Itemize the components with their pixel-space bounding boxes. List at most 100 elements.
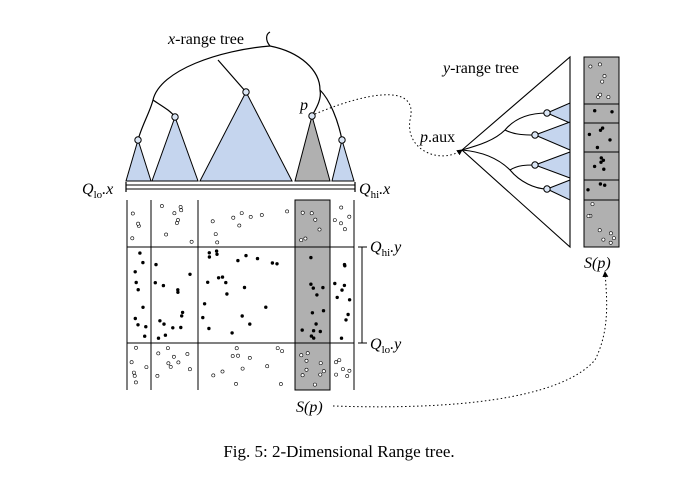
point-in-range [593,109,597,113]
point-in-range [214,249,219,253]
point-out-of-range [345,374,350,378]
point-out-of-range [231,215,236,220]
point-out-of-range [347,214,352,219]
y-range-tree: y-range tree p.aux [419,55,571,249]
point-out-of-range [174,221,179,225]
point-in-range [592,164,597,169]
point-out-of-range [600,79,605,84]
s-p-right-label: S(p) [584,255,611,272]
point-in-range [163,333,168,337]
point-out-of-range [339,221,343,226]
point-in-range [207,255,212,259]
point-in-range [220,275,225,279]
point-out-of-range [608,240,613,245]
point-out-of-range [303,236,308,241]
point-in-range [162,322,166,326]
point-out-of-range [213,232,218,237]
point-out-of-range [285,209,290,214]
y-subtree-triangle [545,179,571,201]
point-out-of-range [165,346,170,351]
point-out-of-range [300,373,305,378]
point-in-range [599,160,603,164]
point-out-of-range [606,95,611,100]
point-out-of-range [185,352,190,356]
y-tree-node [531,131,539,139]
point-out-of-range [321,369,326,374]
y-tree-node [543,109,551,117]
point-in-range [141,305,145,309]
point-in-range [602,167,606,171]
point-in-range [598,182,603,186]
point-out-of-range [347,368,352,373]
point-out-of-range [133,380,138,385]
figure-caption: Fig. 5: 2-Dimensional Range tree. [223,442,454,461]
point-in-range [136,323,140,327]
point-out-of-range [334,372,339,377]
point-in-range [244,253,248,258]
q-hi-x-label: Qhi.x [359,181,390,201]
point-out-of-range [597,228,602,233]
point-in-range [206,280,210,284]
point-out-of-range [278,382,283,386]
point-out-of-range [265,364,270,369]
y-tree-outline [461,55,571,249]
p-label: p [299,97,308,114]
point-in-range [144,325,148,329]
q-hi-y-label: Qhi.y [370,239,402,259]
point-out-of-range [130,236,135,241]
point-in-range [270,261,275,265]
highlighted-subtree-triangle [294,114,331,182]
tree-node [171,113,179,121]
point-in-range [154,262,158,267]
point-in-range [202,302,207,306]
point-out-of-range [313,217,318,222]
point-in-range [134,280,138,285]
point-in-range [141,260,145,265]
point-in-range [335,295,339,300]
point-out-of-range [309,211,314,216]
point-out-of-range [164,232,169,237]
point-out-of-range [234,346,239,351]
point-in-range [603,183,607,187]
point-in-range [333,281,337,286]
point-in-range [346,312,350,317]
point-in-range [321,309,326,313]
point-out-of-range [155,373,160,378]
tree-edge [217,59,247,93]
point-in-range [224,280,228,285]
point-in-range [608,138,612,142]
point-out-of-range [612,236,616,241]
point-out-of-range [131,370,136,375]
point-in-range [599,156,603,160]
point-out-of-range [588,64,593,69]
point-in-range [230,331,234,335]
q-lo-y-label: Qlo.y [370,336,402,356]
tree-edge [319,89,343,141]
point-out-of-range [304,367,309,372]
point-in-range [347,298,352,302]
point-in-range [248,322,252,326]
p-to-aux-connector [314,94,463,157]
point-out-of-range [136,221,141,226]
point-in-range [315,293,319,297]
point-out-of-range [189,239,194,244]
point-out-of-range [156,351,161,356]
point-in-range [311,286,315,290]
point-in-range [343,264,347,268]
point-grid [126,199,355,391]
point-in-range [215,252,219,256]
highlighted-column [294,199,331,391]
point-out-of-range [215,240,220,245]
point-in-range [309,334,314,338]
point-out-of-range [598,62,602,67]
point-out-of-range [171,354,176,359]
point-out-of-range [259,213,264,217]
point-in-range [133,316,137,321]
point-in-range [318,329,322,334]
y-subtree-triangle [533,151,571,179]
tree-node [242,88,250,96]
point-out-of-range [230,354,235,358]
point-out-of-range [176,360,181,365]
point-in-range [158,319,162,323]
point-out-of-range [129,360,134,365]
